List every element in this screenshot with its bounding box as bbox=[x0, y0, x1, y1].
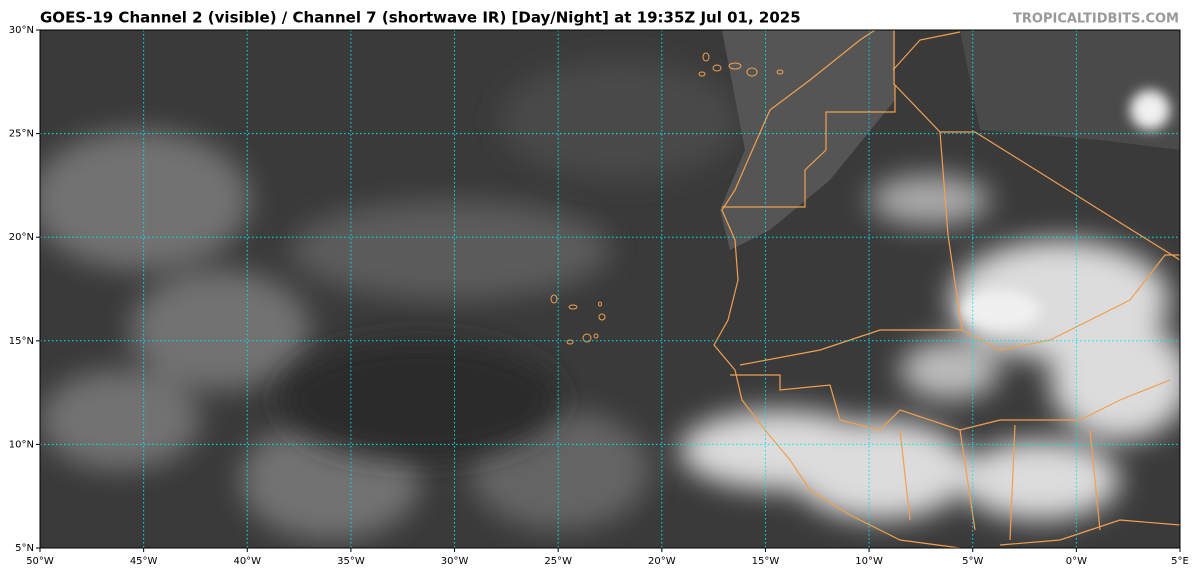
y-tick-label: 30°N bbox=[9, 25, 34, 36]
satellite-image bbox=[40, 30, 1180, 548]
y-tick-label: 5°N bbox=[15, 543, 34, 554]
y-tick-label: 25°N bbox=[9, 129, 34, 140]
y-tick-label: 15°N bbox=[9, 336, 34, 347]
title: GOES-19 Channel 2 (visible) / Channel 7 … bbox=[40, 9, 801, 27]
x-tick-label: 45°W bbox=[130, 556, 158, 567]
x-tick-label: 5°E bbox=[1171, 556, 1189, 567]
x-tick-label: 35°W bbox=[337, 556, 365, 567]
x-tick-label: 10°W bbox=[855, 556, 883, 567]
x-tick-label: 15°W bbox=[752, 556, 780, 567]
x-tick-label: 0°W bbox=[1066, 556, 1087, 567]
map-frame bbox=[39, 29, 1181, 549]
source-watermark: TROPICALTIDBITS.COM bbox=[1013, 12, 1179, 27]
x-tick-label: 25°W bbox=[544, 556, 572, 567]
x-tick-label: 20°W bbox=[648, 556, 676, 567]
x-tick-label: 40°W bbox=[233, 556, 261, 567]
x-tick-label: 30°W bbox=[441, 556, 469, 567]
x-tick-label: 50°W bbox=[26, 556, 54, 567]
islands bbox=[550, 52, 784, 345]
x-tick-label: 5°W bbox=[962, 556, 983, 567]
y-tick-label: 20°N bbox=[9, 232, 34, 243]
coastlines bbox=[713, 30, 1180, 548]
y-tick-label: 10°N bbox=[9, 439, 34, 450]
